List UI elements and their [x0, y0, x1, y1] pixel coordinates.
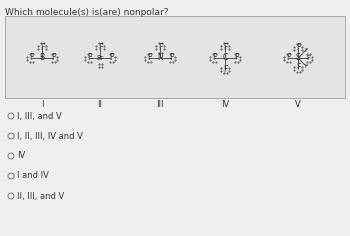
- Text: II, III, and V: II, III, and V: [17, 191, 64, 201]
- Text: III: III: [156, 100, 164, 109]
- Text: F: F: [29, 54, 33, 63]
- Text: Br: Br: [96, 55, 104, 61]
- Text: C: C: [222, 54, 228, 63]
- Text: F: F: [147, 54, 151, 63]
- Text: I, II, III, IV and V: I, II, III, IV and V: [17, 131, 83, 140]
- Text: Which molecule(s) is(are) nonpolar?: Which molecule(s) is(are) nonpolar?: [5, 8, 168, 17]
- Text: V: V: [295, 100, 301, 109]
- Text: F: F: [296, 43, 300, 52]
- Text: F: F: [234, 54, 238, 63]
- Text: F: F: [109, 54, 113, 63]
- Text: IV: IV: [221, 100, 229, 109]
- FancyBboxPatch shape: [5, 16, 345, 98]
- Text: N: N: [157, 54, 163, 63]
- Text: F: F: [304, 47, 308, 52]
- Text: F: F: [98, 42, 102, 51]
- Text: F: F: [304, 63, 308, 68]
- Text: I and IV: I and IV: [17, 172, 49, 181]
- Text: F: F: [51, 54, 55, 63]
- Text: II: II: [98, 100, 103, 109]
- Text: F: F: [286, 54, 290, 63]
- Text: I, III, and V: I, III, and V: [17, 111, 62, 121]
- Text: F: F: [306, 55, 310, 61]
- Text: F: F: [40, 42, 44, 51]
- Text: B: B: [40, 54, 44, 63]
- Text: F: F: [223, 42, 227, 51]
- Text: IV: IV: [17, 152, 25, 160]
- Text: S: S: [296, 54, 300, 63]
- Text: F: F: [223, 64, 227, 73]
- Text: F: F: [169, 54, 173, 63]
- Text: F: F: [212, 54, 216, 63]
- Text: F: F: [158, 42, 162, 51]
- Text: F: F: [296, 63, 300, 72]
- Text: I: I: [41, 100, 43, 109]
- Text: F: F: [87, 54, 91, 63]
